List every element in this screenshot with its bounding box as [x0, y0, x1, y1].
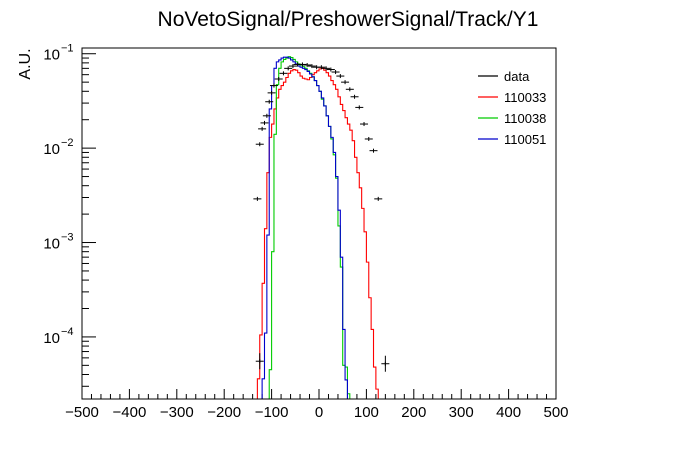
y-tick-label: 10: [43, 47, 60, 64]
data-point: [255, 142, 264, 147]
data-point: [355, 105, 364, 110]
x-tick-label: −200: [207, 404, 241, 421]
data-point: [274, 76, 283, 81]
data-point: [284, 66, 293, 71]
data-point: [336, 74, 345, 79]
y-tick-label-exponent: −3: [61, 232, 74, 244]
data-point: [279, 71, 288, 76]
y-axis-label: A.U.: [17, 48, 34, 79]
x-tick-label: 200: [401, 404, 426, 421]
data-point: [350, 94, 359, 99]
legend-label-110033: 110033: [504, 90, 546, 105]
data-point: [345, 87, 354, 92]
data-point: [326, 67, 335, 72]
data-point: [369, 148, 378, 153]
x-tick-label: −100: [255, 404, 289, 421]
x-tick-label: 300: [449, 404, 474, 421]
data-point: [262, 113, 271, 118]
data-point: [267, 90, 276, 95]
y-tick-label: 10: [43, 141, 60, 158]
data-point: [258, 126, 267, 131]
y-tick-label-exponent: −4: [61, 326, 74, 338]
data-point: [303, 62, 312, 67]
data-point: [322, 66, 331, 71]
legend-label-110038: 110038: [504, 111, 546, 126]
series-110051-line: [261, 56, 348, 399]
x-tick-label: 500: [543, 404, 568, 421]
x-tick-label: 100: [354, 404, 379, 421]
data-point: [360, 122, 369, 127]
data-point: [265, 99, 274, 104]
data-point: [260, 120, 269, 125]
data-point: [288, 64, 297, 69]
y-tick-label-exponent: −1: [61, 43, 74, 55]
legend-label-data: data: [504, 69, 530, 84]
data-point: [255, 353, 264, 370]
x-tick-label: −300: [160, 404, 194, 421]
data-point: [331, 70, 340, 75]
x-tick-label: −400: [113, 404, 147, 421]
data-point: [317, 65, 326, 70]
legend-label-110051: 110051: [504, 132, 546, 147]
x-tick-label: −500: [65, 404, 99, 421]
y-tick-label: 10: [43, 330, 60, 347]
chart-title: NoVetoSignal/PreshowerSignal/Track/Y1: [158, 8, 539, 31]
data-point: [307, 64, 316, 69]
plot-frame: [81, 47, 557, 400]
legend: data 110033 110038 110051: [478, 69, 546, 147]
data-point: [269, 83, 278, 88]
y-tick-label-exponent: −2: [61, 137, 74, 149]
data-point: [253, 196, 262, 201]
data-point: [374, 196, 383, 201]
data-point: [364, 136, 373, 141]
data-point: [298, 62, 307, 67]
y-tick-label: 10: [43, 236, 60, 253]
data-point: [341, 80, 350, 85]
data-point: [381, 355, 390, 372]
x-tick-label: 0: [315, 404, 323, 421]
x-tick-label: 400: [496, 404, 521, 421]
